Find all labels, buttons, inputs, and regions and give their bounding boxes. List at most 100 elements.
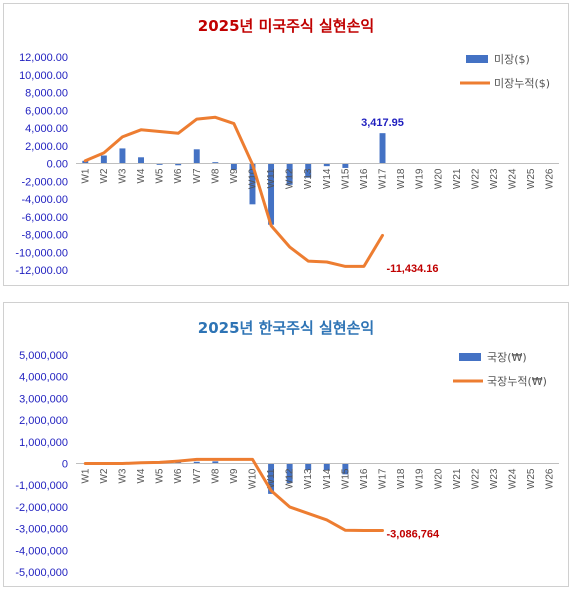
x-tick-label: W8 bbox=[210, 168, 221, 183]
y-tick-label: -3,000,000 bbox=[15, 524, 68, 536]
x-tick-label: W26 bbox=[545, 168, 556, 189]
data-label: -11,434.16 bbox=[387, 263, 439, 275]
x-tick-label: W18 bbox=[396, 468, 407, 489]
y-tick-label: -4,000.00 bbox=[22, 194, 68, 206]
y-tick-label: 5,000,000 bbox=[19, 350, 68, 362]
legend-bar-label: 국장(₩) bbox=[487, 351, 527, 364]
x-tick-label: W7 bbox=[192, 468, 203, 483]
x-tick-label: W22 bbox=[470, 168, 481, 189]
legend-line-label: 미장누적($) bbox=[494, 77, 550, 90]
bar bbox=[305, 463, 312, 471]
kr-stock-chart-panel: 2025년 한국주식 실현손익 5,000,000 4,000,000 3,000,0… bbox=[3, 302, 569, 587]
x-tick-label: W16 bbox=[359, 468, 370, 489]
x-tick-label: W14 bbox=[322, 468, 333, 489]
bar bbox=[156, 163, 163, 165]
bar bbox=[342, 163, 349, 168]
cumulative-line bbox=[83, 457, 384, 532]
x-tick-label: W24 bbox=[508, 168, 519, 189]
y-tick-label: -6,000.00 bbox=[22, 212, 68, 224]
x-tick-label: W6 bbox=[173, 468, 184, 483]
chart-svg: 2025년 미국주식 실현손익 12,000.00 10,000.00 8,000.0… bbox=[15, 17, 559, 277]
x-tick-label: W8 bbox=[210, 468, 221, 483]
x-tick-label: W20 bbox=[433, 168, 444, 189]
chart-title: 2025년 한국주식 실현손익 bbox=[198, 319, 374, 337]
x-tick-label: W20 bbox=[433, 468, 444, 489]
bar bbox=[342, 463, 349, 475]
bar bbox=[230, 163, 237, 170]
y-tick-label: -2,000.00 bbox=[22, 176, 68, 188]
y-tick-label: -5,000,000 bbox=[15, 567, 68, 579]
bar bbox=[138, 157, 144, 164]
x-tick-label: W10 bbox=[247, 468, 258, 489]
y-tick-label: 8,000.00 bbox=[25, 88, 68, 100]
y-tick-label: 3,000,000 bbox=[19, 393, 68, 405]
y-tick-label: 2,000.00 bbox=[25, 141, 68, 153]
x-tick-label: W1 bbox=[80, 168, 91, 183]
legend-bar-swatch bbox=[466, 55, 488, 63]
x-tick-label: W15 bbox=[340, 468, 351, 489]
x-tick-label: W1 bbox=[80, 468, 91, 483]
y-tick-label: 4,000.00 bbox=[25, 123, 68, 135]
data-label: 3,417.95 bbox=[361, 117, 404, 129]
x-tick-label: W11 bbox=[266, 168, 277, 188]
x-tick-label: W23 bbox=[489, 168, 500, 189]
x-tick-label: W13 bbox=[303, 168, 314, 189]
x-tick-label: W3 bbox=[117, 168, 128, 183]
y-tick-label: 0 bbox=[62, 459, 68, 471]
bar bbox=[268, 463, 275, 494]
bar bbox=[193, 461, 200, 464]
x-tick-label: W25 bbox=[526, 168, 537, 189]
y-tick-label: -4,000,000 bbox=[15, 545, 68, 557]
bar bbox=[100, 155, 107, 164]
y-tick-label: -2,000,000 bbox=[15, 502, 68, 514]
x-tick-label: W7 bbox=[192, 168, 203, 183]
x-tick-label: W19 bbox=[415, 168, 426, 189]
x-tick-label: W12 bbox=[285, 168, 296, 189]
chart-title: 2025년 미국주식 실현손익 bbox=[198, 17, 374, 35]
x-tick-label: W5 bbox=[155, 468, 166, 483]
us-stock-chart-panel: 2025년 미국주식 실현손익 12,000.00 10,000.00 8,000.0… bbox=[3, 3, 569, 286]
chart-svg: 2025년 한국주식 실현손익 5,000,000 4,000,000 3,000,0… bbox=[15, 319, 559, 579]
bar bbox=[286, 463, 293, 484]
x-tick-label: W25 bbox=[526, 468, 537, 489]
bar bbox=[323, 163, 330, 167]
bar bbox=[305, 163, 312, 178]
x-tick-label: W4 bbox=[136, 168, 147, 183]
y-tick-label: 4,000,000 bbox=[19, 372, 68, 384]
legend-line-label: 국장누적(₩) bbox=[487, 375, 547, 388]
y-tick-label: 12,000.00 bbox=[19, 52, 68, 64]
bar bbox=[212, 162, 219, 164]
x-tick-label: W10 bbox=[247, 168, 258, 189]
x-tick-label: W5 bbox=[155, 168, 166, 183]
x-tick-label: W26 bbox=[545, 468, 556, 489]
y-tick-label: -10,000.00 bbox=[15, 247, 68, 259]
cumulative-line bbox=[83, 115, 384, 268]
x-tick-label: W15 bbox=[340, 168, 351, 189]
x-tick-label: W14 bbox=[322, 168, 333, 189]
y-tick-label: -12,000.00 bbox=[15, 265, 68, 277]
bar bbox=[175, 163, 182, 166]
bar bbox=[175, 462, 182, 464]
y-tick-label: -1,000,000 bbox=[15, 480, 68, 492]
x-tick-label: W19 bbox=[415, 468, 426, 489]
x-tick-label: W4 bbox=[136, 468, 147, 483]
bar bbox=[212, 461, 219, 464]
legend-bar-label: 미장($) bbox=[494, 53, 530, 66]
x-tick-label: W11 bbox=[266, 468, 277, 488]
x-tick-label: W18 bbox=[396, 168, 407, 189]
y-tick-label: 6,000.00 bbox=[25, 105, 68, 117]
x-tick-label: W22 bbox=[470, 468, 481, 489]
bar bbox=[268, 163, 275, 225]
data-label: -3,086,764 bbox=[387, 528, 440, 540]
y-tick-label: 2,000,000 bbox=[19, 415, 68, 427]
legend-bar-swatch bbox=[459, 353, 481, 361]
bar bbox=[249, 163, 256, 205]
x-tick-label: W24 bbox=[508, 468, 519, 489]
x-tick-label: W21 bbox=[452, 468, 463, 489]
bar bbox=[286, 163, 293, 185]
y-tick-label: 10,000.00 bbox=[19, 70, 68, 82]
x-tick-label: W9 bbox=[229, 468, 240, 483]
bar bbox=[193, 149, 200, 164]
x-tick-label: W13 bbox=[303, 468, 314, 489]
y-tick-label: -8,000.00 bbox=[22, 230, 68, 242]
